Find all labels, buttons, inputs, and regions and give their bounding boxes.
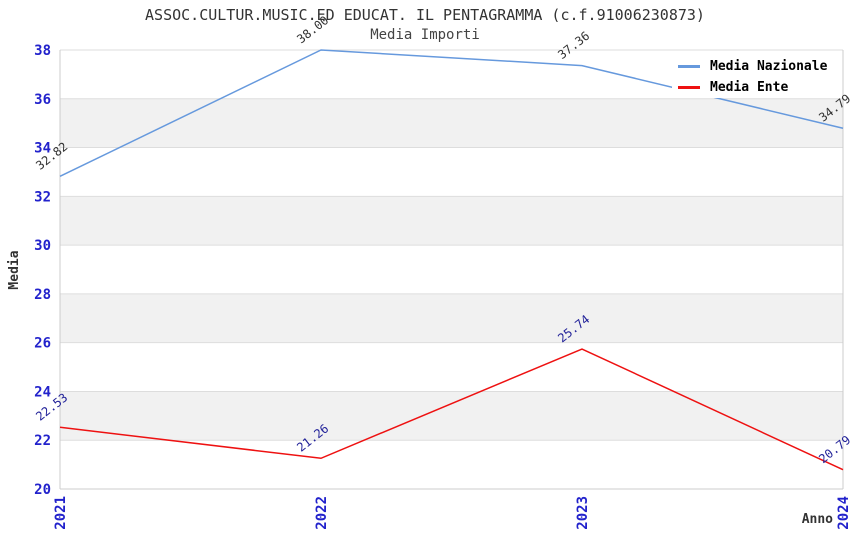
x-tick-label: 2023: [575, 496, 591, 530]
series-line-media-ente: [59, 348, 844, 471]
chart-subtitle: Media Importi: [370, 27, 480, 43]
y-tick-label: 20: [34, 482, 51, 498]
x-tick-label: 2024: [836, 496, 850, 530]
chart-legend: Media Nazionale Media Ente: [672, 52, 827, 98]
x-axis-title: Anno: [802, 512, 833, 527]
y-tick-label: 24: [34, 384, 51, 400]
plot-band: [60, 245, 843, 294]
plot-band: [60, 391, 843, 441]
x-tick-label: 2021: [53, 496, 69, 530]
plot-band: [60, 440, 843, 489]
legend-label-media-ente: Media Ente: [710, 80, 789, 95]
plot-band: [60, 293, 843, 343]
point-label: 38.00: [294, 13, 331, 46]
y-tick-label: 38: [34, 43, 51, 59]
y-tick-label: 34: [34, 141, 51, 157]
plot-band: [60, 342, 843, 392]
y-tick-label: 22: [34, 433, 51, 449]
y-tick-label: 32: [34, 189, 51, 205]
chart-title: ASSOC.CULTUR.MUSIC.ED EDUCAT. IL PENTAGR…: [145, 6, 705, 24]
y-tick-label: 36: [34, 92, 51, 108]
y-tick-label: 26: [34, 336, 51, 352]
y-tick-label: 30: [34, 238, 51, 254]
legend-swatch-media-nazionale: [678, 65, 700, 68]
y-axis-title: Media: [7, 250, 22, 289]
plot-band: [60, 147, 843, 197]
y-tick-label: 28: [34, 287, 51, 303]
plot-band: [60, 196, 843, 246]
legend-item-media-nazionale: Media Nazionale: [678, 56, 827, 77]
legend-swatch-media-ente: [678, 86, 700, 89]
legend-item-media-ente: Media Ente: [678, 77, 822, 98]
x-tick-label: 2022: [314, 496, 330, 530]
legend-label-media-nazionale: Media Nazionale: [710, 59, 828, 74]
plot-band: [60, 98, 843, 148]
